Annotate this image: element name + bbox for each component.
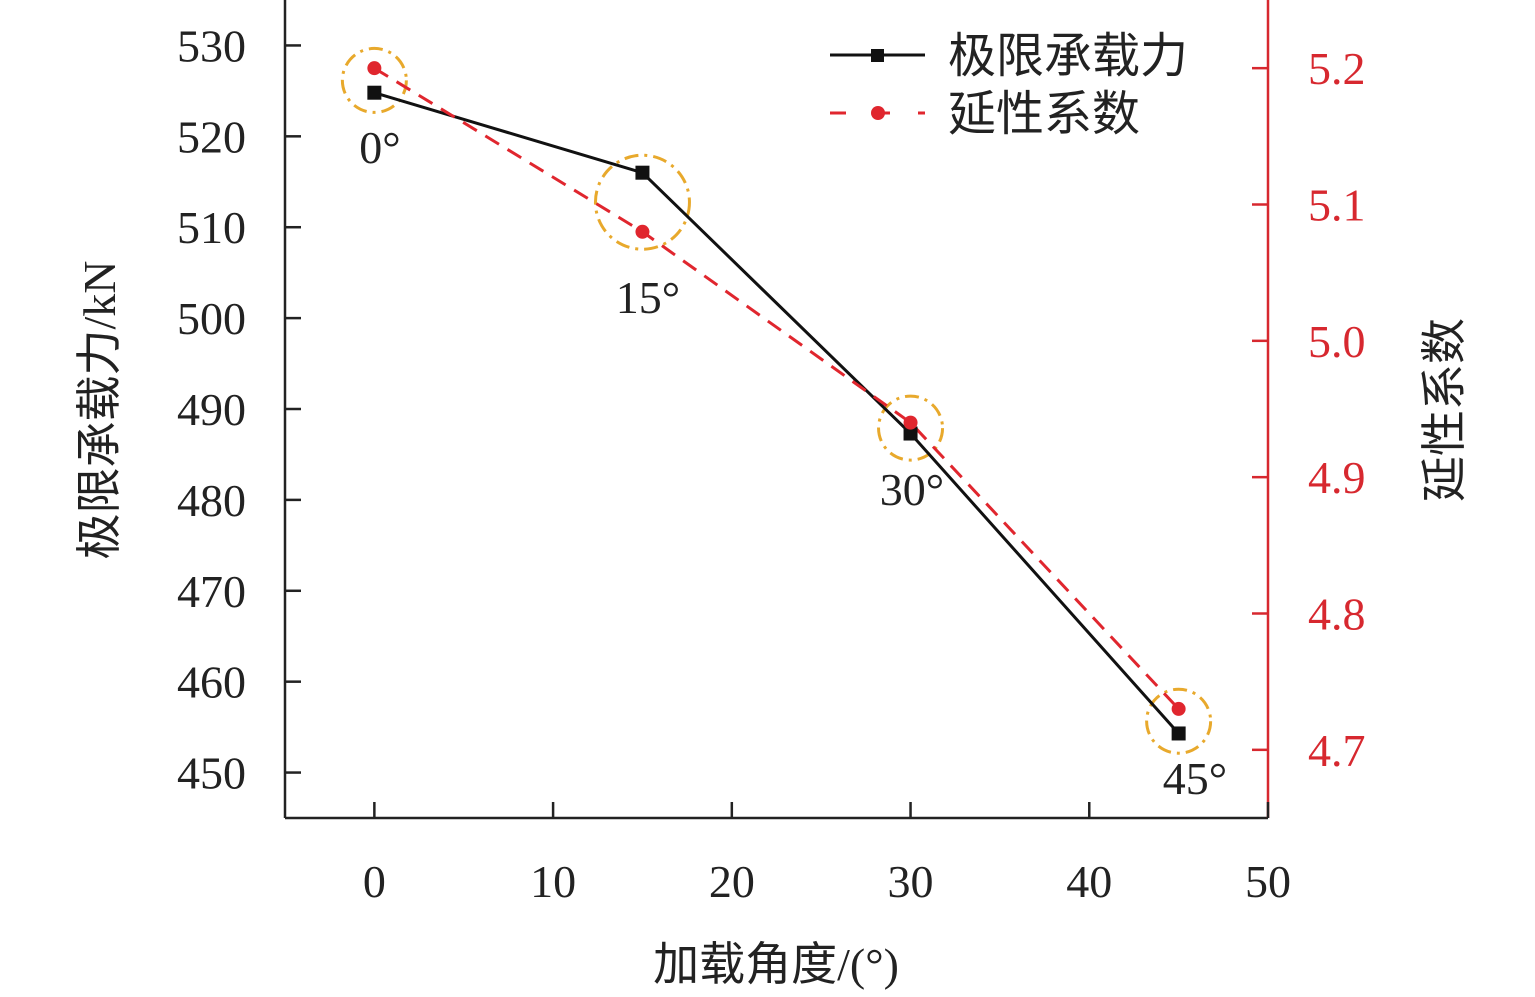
y-left-tick-label: 490 [177,384,246,435]
legend-label-ultimate-load: 极限承载力 [948,30,1188,83]
y-left-tick-label: 520 [177,111,246,162]
y-left-tick-label: 500 [177,293,246,344]
legend-label-ductility: 延性系数 [948,88,1140,141]
y-left-tick-label: 510 [177,202,246,253]
point-ultimate-load [1171,726,1186,741]
x-tick-label: 20 [709,856,755,907]
y-left-tick-label: 460 [177,657,246,708]
angle-annotation: 15° [616,272,680,323]
point-ultimate-load [903,426,918,441]
y-right-tick-label: 5.2 [1308,43,1366,94]
point-ultimate-load [635,165,650,180]
legend-marker-ultimate-load [871,49,884,62]
highlight-circle [877,394,945,462]
x-tick-label: 30 [888,856,934,907]
point-ductility [635,224,650,239]
y-right-axis-label: 延性系数 [1419,318,1470,502]
highlight-circle [1145,687,1213,755]
highlight-circle [340,46,408,114]
series-marks: 0° 15° 30° 45° [340,46,1227,804]
y-right-tick-label: 5.0 [1308,316,1366,367]
y-left-tick-label: 450 [177,748,246,799]
y-right-tick-label: 5.1 [1308,180,1366,231]
y-left-axis-label: 极限承载力/kN [74,261,125,560]
y-right-tick-label: 4.8 [1308,589,1366,640]
angle-annotation: 30° [880,464,944,515]
point-ductility [1171,701,1186,716]
y-left-tick-label: 530 [177,20,246,71]
x-tick-label: 0 [363,856,386,907]
point-ultimate-load [367,85,382,100]
point-ductility [367,61,382,76]
x-tick-label: 40 [1066,856,1112,907]
series-line-ultimate-load [373,91,1180,735]
series-line-ductility [373,66,1180,710]
x-tick-label: 10 [530,856,576,907]
y-right-tick-label: 4.9 [1308,452,1366,503]
angle-annotation: 0° [359,122,400,173]
y-left-tick-label: 470 [177,566,246,617]
point-ductility [903,415,918,430]
legend-marker-ductility [871,106,885,120]
highlight-circle [593,153,691,251]
axes: 0 10 20 30 40 50 450 460 470 480 490 500 510 520 530 4.… [177,0,1366,907]
x-axis-label: 加载角度/(°) [653,939,899,990]
y-right-tick-label: 4.7 [1308,725,1366,776]
y-left-tick-label: 480 [177,475,246,526]
x-tick-label: 50 [1245,856,1291,907]
angle-annotation: 45° [1163,753,1227,804]
